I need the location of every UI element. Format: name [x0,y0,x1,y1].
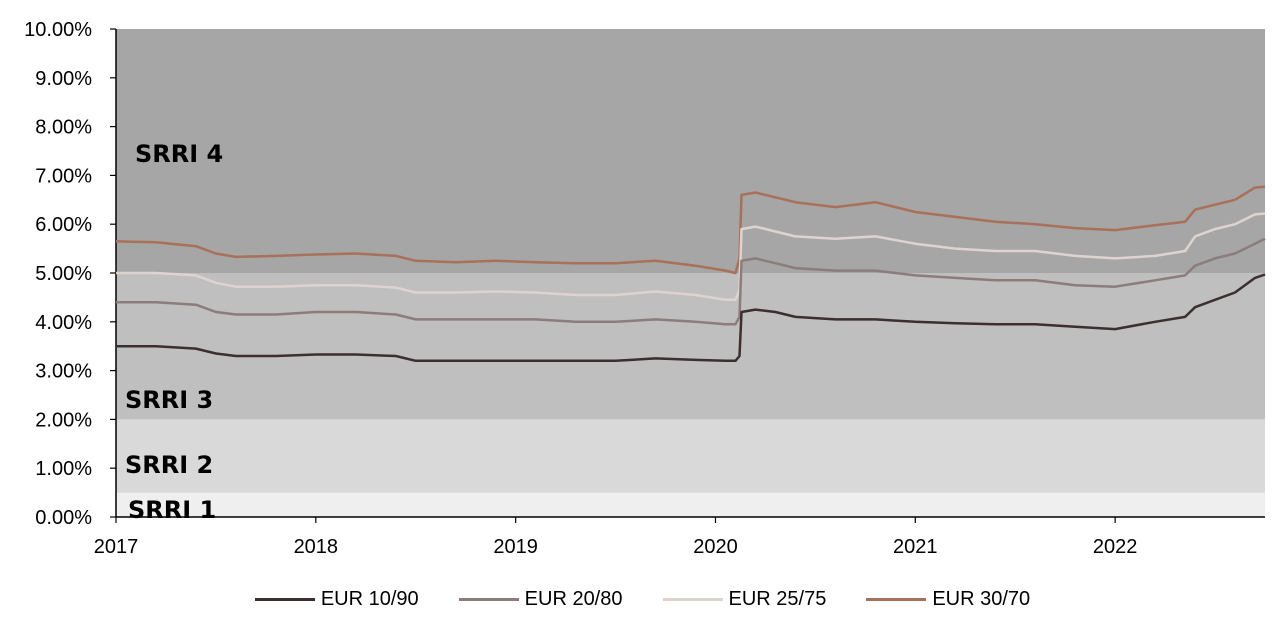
legend-item: EUR 25/75 [662,588,827,611]
x-tick-label: 2017 [94,536,139,558]
legend: EUR 10/90 EUR 20/80 EUR 25/75 EUR 30/70 [0,588,1285,611]
chart: SRRI 1 SRRI 2 SRRI 3 SRRI 4 0.00% 1.00% 2.00%… [24,19,1266,558]
legend-label: EUR 10/90 [320,588,419,610]
x-tick-label: 2019 [493,536,538,558]
y-tick-label: 3.00% [35,361,92,383]
legend-label: EUR 25/75 [728,588,827,610]
band-srri-1 [116,492,1265,517]
y-tick-label: 4.00% [35,312,92,334]
series-lines [115,185,1266,363]
y-tick-label: 6.00% [35,214,92,236]
legend-item: EUR 30/70 [866,588,1030,611]
legend-swatch [458,598,519,601]
band-srri-2 [116,419,1265,493]
y-tick-label: 9.00% [35,68,92,90]
band-srri-3 [116,273,1265,420]
legend-swatch [662,598,723,601]
band-srri-4 [116,29,1265,273]
x-tick-label: 2021 [893,536,938,558]
series-line-eur-10-90 [116,273,1266,363]
x-ticks: 2017 2018 2019 2020 2021 2022 [94,517,1138,558]
series-line-eur-20-80 [116,237,1266,326]
band-label: SRRI 3 [125,386,213,414]
x-tick-label: 2020 [693,536,738,558]
risk-bands [116,29,1265,517]
legend-label: EUR 30/70 [932,588,1031,610]
y-ticks: 0.00% 1.00% 2.00% 3.00% 4.00% 5.00% 6.00% 7.00%… [24,19,116,529]
legend-item: EUR 20/80 [458,588,623,611]
band-labels: SRRI 1 SRRI 2 SRRI 3 SRRI 4 [125,140,223,524]
y-tick-label: 5.00% [35,263,92,285]
y-tick-label: 1.00% [35,458,92,480]
x-tick-label: 2022 [1093,536,1138,558]
y-tick-label: 10.00% [24,19,92,41]
y-tick-label: 2.00% [35,409,92,431]
x-tick-label: 2018 [294,536,339,558]
y-tick-label: 0.00% [35,507,92,529]
band-label: SRRI 1 [128,496,216,524]
y-tick-label: 8.00% [35,117,92,139]
y-tick-label: 7.00% [35,165,92,187]
legend-swatch [866,598,927,601]
band-label: SRRI 4 [135,140,223,168]
legend-swatch [254,598,315,601]
legend-item: EUR 10/90 [254,588,419,611]
legend-label: EUR 20/80 [524,588,623,610]
band-label: SRRI 2 [125,451,213,479]
